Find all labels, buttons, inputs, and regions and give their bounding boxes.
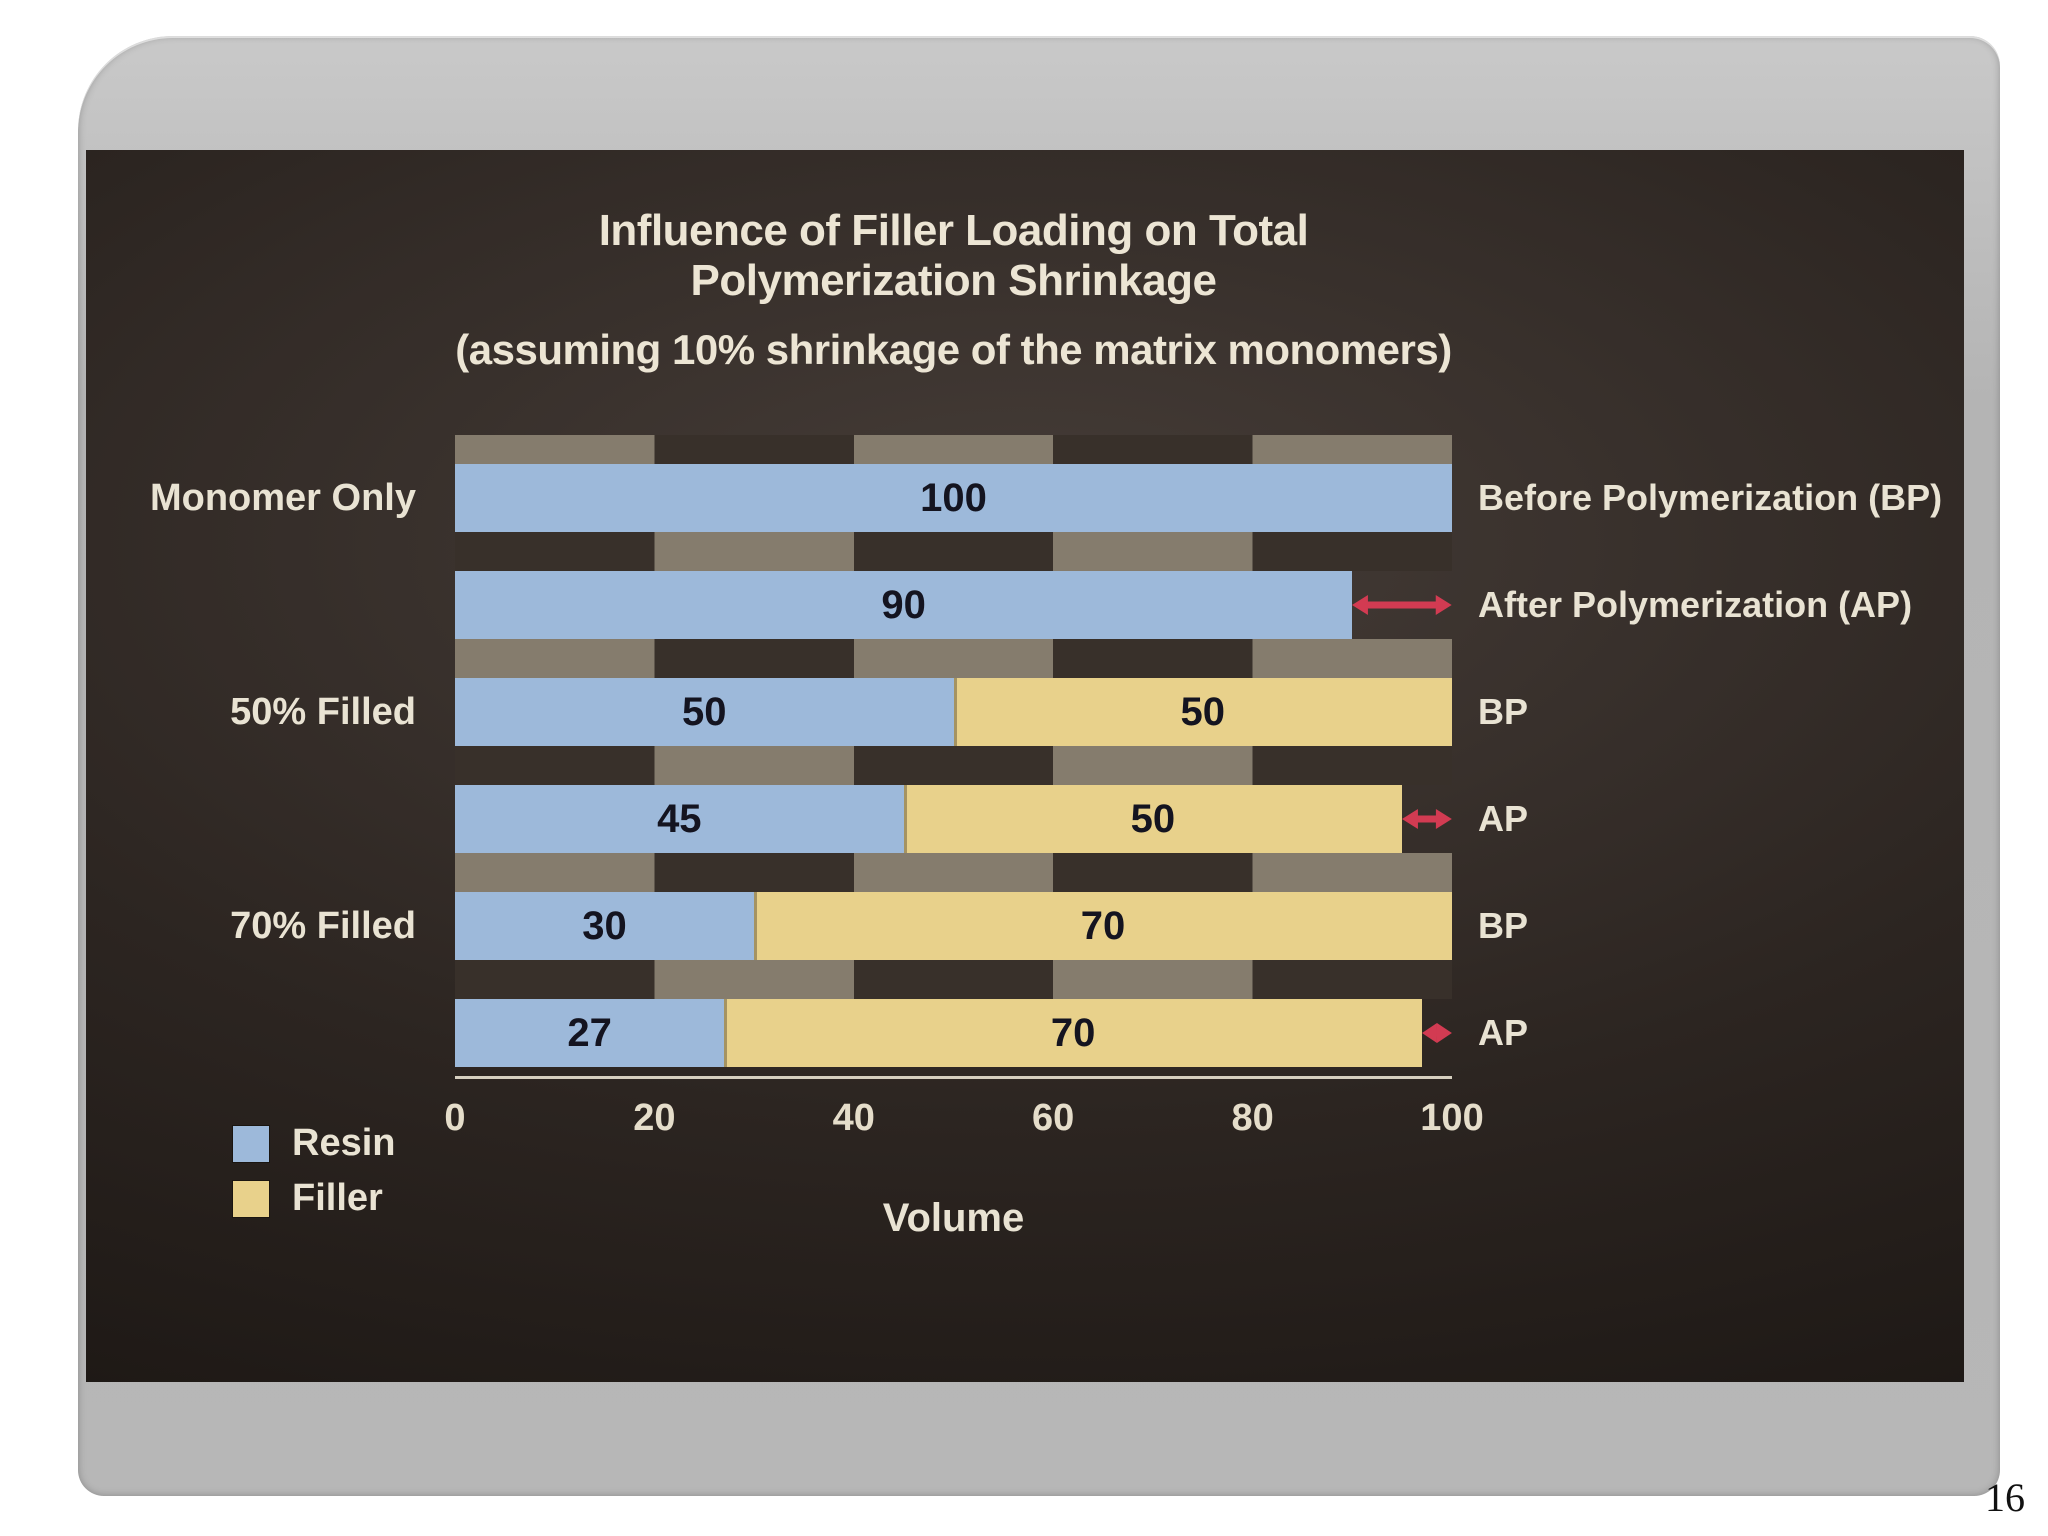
segment-value: 27 bbox=[567, 1010, 612, 1055]
row-stage-label: BP bbox=[1478, 691, 1529, 732]
legend-label: Filler bbox=[292, 1177, 383, 1219]
filler-swatch bbox=[232, 1179, 270, 1218]
shrinkage-arrow-icon bbox=[1422, 1019, 1452, 1047]
shrinkage-arrow-icon bbox=[1352, 591, 1452, 619]
legend-label: Resin bbox=[292, 1122, 396, 1164]
legend-item: Filler bbox=[232, 1177, 395, 1220]
row-stage-label: AP bbox=[1478, 1012, 1529, 1053]
bar-row: 90 bbox=[455, 571, 1452, 639]
resin-segment: 30 bbox=[455, 892, 755, 960]
plot-stripe bbox=[455, 960, 1452, 999]
row-stage-label: AP bbox=[1478, 798, 1529, 839]
x-axis-label: Volume bbox=[882, 1196, 1025, 1240]
bar-row: 100 bbox=[455, 464, 1452, 532]
resin-segment: 100 bbox=[455, 464, 1452, 532]
page-number: 16 bbox=[1985, 1475, 2025, 1520]
bar-row: 50 50 bbox=[455, 678, 1452, 746]
resin-swatch bbox=[232, 1124, 270, 1163]
row-stage-label: After Polymerization (AP) bbox=[1478, 584, 1913, 625]
row-group-label: 50% Filled bbox=[230, 691, 416, 733]
x-tick-label: 20 bbox=[633, 1097, 676, 1139]
filler-segment: 50 bbox=[903, 785, 1403, 853]
plot-stripe bbox=[455, 853, 1452, 892]
bar-row: 45 50 bbox=[455, 785, 1452, 853]
segment-value: 50 bbox=[1130, 796, 1176, 841]
segment-value: 50 bbox=[1180, 689, 1226, 734]
segment-value: 70 bbox=[1050, 1010, 1096, 1055]
bar-row: 27 70 bbox=[455, 999, 1452, 1067]
chart-title-block: Influence of Filler Loading on Total Pol… bbox=[455, 206, 1452, 374]
slide-frame: Influence of Filler Loading on Total Pol… bbox=[78, 36, 2000, 1496]
plot-stripe bbox=[455, 532, 1452, 571]
legend-item: Resin bbox=[232, 1122, 395, 1165]
row-stage-label: BP bbox=[1478, 905, 1529, 946]
segment-value: 100 bbox=[920, 475, 987, 520]
segment-value: 45 bbox=[657, 796, 702, 841]
x-tick-label: 60 bbox=[1032, 1097, 1075, 1139]
row-group-label: Monomer Only bbox=[149, 477, 416, 519]
x-tick-label: 80 bbox=[1231, 1097, 1274, 1139]
resin-segment: 50 bbox=[455, 678, 954, 746]
legend: Resin Filler bbox=[232, 1122, 395, 1232]
resin-segment: 90 bbox=[455, 571, 1353, 639]
x-tick-label: 100 bbox=[1420, 1097, 1484, 1139]
row-group-label: 70% Filled bbox=[230, 905, 416, 947]
plot-area: 100 90 50 50 45 50 30 70 27 70 bbox=[455, 435, 1452, 1079]
segment-value: 70 bbox=[1080, 903, 1126, 948]
filler-segment: 70 bbox=[754, 892, 1452, 960]
chart-subtitle: (assuming 10% shrinkage of the matrix mo… bbox=[455, 326, 1452, 373]
x-tick-label: 40 bbox=[832, 1097, 875, 1139]
row-stage-label: Before Polymerization (BP) bbox=[1478, 477, 1943, 518]
plot-stripe bbox=[455, 435, 1452, 464]
plot-stripe bbox=[455, 639, 1452, 678]
bar-row: 30 70 bbox=[455, 892, 1452, 960]
chart-title: Influence of Filler Loading on Total Pol… bbox=[598, 206, 1309, 305]
resin-segment: 27 bbox=[455, 999, 725, 1067]
filler-segment: 50 bbox=[953, 678, 1452, 746]
segment-value: 50 bbox=[682, 689, 727, 734]
resin-segment: 45 bbox=[455, 785, 904, 853]
filler-segment: 70 bbox=[724, 999, 1423, 1067]
shrinkage-arrow-icon bbox=[1402, 805, 1452, 833]
segment-value: 90 bbox=[881, 582, 926, 627]
plot-stripe bbox=[455, 746, 1452, 785]
chart-panel: Influence of Filler Loading on Total Pol… bbox=[86, 150, 1964, 1382]
x-tick-label: 0 bbox=[444, 1097, 466, 1139]
segment-value: 30 bbox=[582, 903, 627, 948]
